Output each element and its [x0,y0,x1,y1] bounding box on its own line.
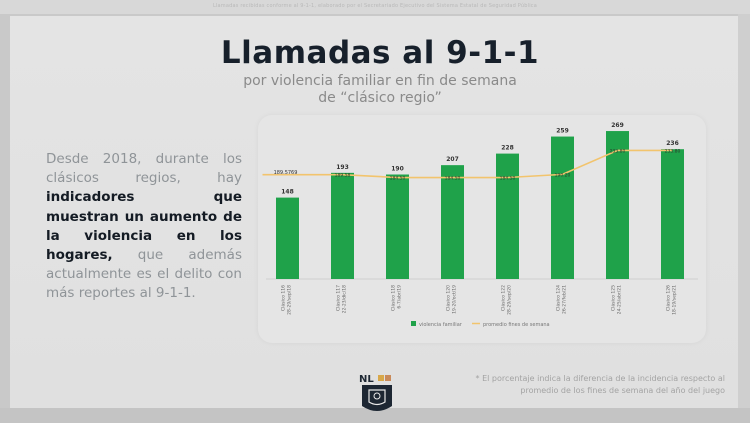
bar [496,153,519,279]
bottom-edge [0,408,750,423]
legend-line-label: promedio fines de semana [483,322,550,328]
bar [331,172,354,279]
x-tick-label: Clásico 118 [390,285,397,311]
x-tick-label: Clásico 122 [500,285,507,311]
x-tick-date: 6-7/abr/19 [397,285,403,309]
bar-line-chart: 148 Clásico 116 28-29/sep/18 193 Clásico 117… [262,122,698,328]
line-value-label: 190.20 [555,172,571,178]
legend-bar-swatch [411,321,416,326]
x-tick-label: Clásico 116 [280,285,287,311]
x-tick-date: 18-19/sep/21 [672,285,678,315]
x-tick-label: Clásico 126 [665,285,672,311]
bar [606,131,629,279]
right-edge [738,14,750,423]
page-subtitle: por violencia familiar en fin de semana … [190,73,570,107]
line-value-label: 233.80 [665,148,681,154]
x-tick-date: 19-20/oct/19 [452,285,458,314]
x-tick-label: Clásico 117 [335,285,342,311]
x-tick-label: Clásico 125 [610,285,617,311]
bar [276,197,299,279]
bar-value-label: 228 [501,145,514,152]
paragraph-highlight: indicadores que muestran un aumento de l… [46,189,242,264]
footnote-line-1: * El porcentaje indica la diferencia de … [475,374,725,383]
bar-value-label: 259 [556,128,569,135]
x-tick-date: 28-29/sep/18 [287,285,293,315]
page-title: Llamadas al 9-1-1 [220,35,540,71]
x-tick-label: Clásico 120 [445,285,452,311]
x-tick-date: 28-29/sep/20 [507,285,513,315]
line-value-label: 184.50 [390,176,406,182]
x-tick-date: 24-25/abr/21 [617,285,623,314]
bar-value-label: 269 [611,122,624,129]
footnote: * El porcentaje indica la diferencia de … [455,373,725,397]
legend-bar-label: violencia familiar [419,322,463,328]
top-caption-bar: Llamadas recibidas conforme al 9-1-1, el… [0,0,750,14]
bar [386,174,409,279]
paragraph-intro: Desde 2018, durante los clásicos regios,… [46,151,242,187]
line-value-label: 184.50 [500,176,516,182]
chart-card: 148 Clásico 116 28-29/sep/18 193 Clásico 117… [258,115,706,343]
x-tick-date: 26-27/feb/21 [562,285,568,314]
subtitle-line-1: por violencia familiar en fin de semana [243,73,517,89]
nl-government-logo-icon: NL [359,374,392,411]
x-tick-date: 22-23/dic/18 [342,285,348,314]
top-caption: Llamadas recibidas conforme al 9-1-1, el… [212,3,538,9]
line-first-label: 189.5769 [274,170,298,176]
bar-value-label: 148 [281,189,294,196]
logo-text: NL [359,374,374,385]
footnote-line-2: promedio de los fines de semana del año … [520,386,725,395]
line-value-label: 233.80 [610,148,626,154]
bar [661,149,684,279]
paragraph-outro: que además actualmente es el delito con … [46,247,242,302]
bar-value-label: 193 [336,164,349,171]
bar-value-label: 236 [666,140,679,147]
x-tick-label: Clásico 124 [555,285,562,311]
bar [441,165,464,279]
bar [551,136,574,279]
line-value-label: 184.50 [445,176,461,182]
subtitle-line-2: de “clásico regio” [318,90,442,106]
summary-paragraph: Desde 2018, durante los clásicos regios,… [46,150,242,304]
average-line [262,149,673,179]
bar-value-label: 207 [446,156,459,163]
line-value-label: 189.58 [335,173,351,179]
bar-value-label: 190 [391,166,404,173]
